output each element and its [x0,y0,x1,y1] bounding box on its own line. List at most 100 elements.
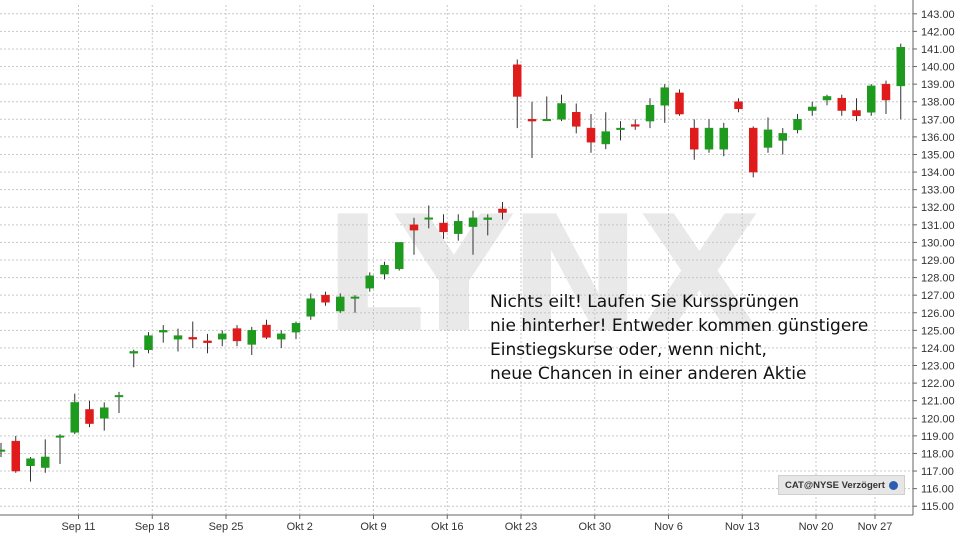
candle [586,114,596,153]
y-tick-label: 127.00 [921,290,955,302]
candle-body [262,324,271,338]
y-tick-label: 130.00 [921,237,955,249]
candle-body [778,133,787,141]
candle-body [586,127,596,143]
candle-body [660,87,669,106]
candle [616,121,625,141]
candle-body [498,208,507,213]
candle-body [247,330,256,345]
y-tick-label: 123.00 [921,361,955,373]
y-tick-label: 125.00 [921,325,955,337]
candle-body [645,104,655,122]
candle [557,94,566,122]
x-tick-label: Okt 9 [360,521,386,533]
y-tick-label: 137.00 [921,114,955,126]
x-tick-label: Sep 18 [135,521,170,533]
y-tick-label: 133.00 [921,185,955,197]
candle [11,435,20,473]
candle-body [704,127,714,150]
y-tick-label: 141.00 [921,44,955,56]
candle-body [336,296,345,312]
candle [822,94,832,106]
candle-body [70,402,79,433]
y-tick-label: 122.00 [921,378,955,390]
y-tick-label: 140.00 [921,62,955,74]
y-tick-label: 118.00 [921,448,954,460]
candle [365,272,374,292]
candle-body [188,337,197,340]
candle [409,217,419,255]
candle-body [11,440,20,472]
candle-body [365,275,374,289]
y-tick-label: 143.00 [921,9,955,21]
candle-body [144,335,153,350]
candle [232,325,242,347]
source-label: CAT@NYSE Verzögert [785,479,885,491]
candle [542,96,551,122]
candle [247,326,256,355]
candle [852,98,861,122]
candle [468,210,478,255]
candles [0,43,905,482]
candle [881,80,891,115]
candle [483,214,492,236]
annotation-line: Einstiegskurse oder, wenn nicht, [490,340,767,360]
candle [424,205,433,229]
source-badge: CAT@NYSE Verzögert [778,475,905,495]
candle-body [306,298,315,317]
candle [793,114,802,134]
candle [306,293,315,320]
candle-body [218,333,227,340]
candle-body [321,294,330,303]
candle [0,442,6,457]
x-tick-label: Sep 25 [209,521,244,533]
candle-body [734,101,743,110]
candle [867,84,876,116]
candle-body [808,106,817,111]
y-tick-label: 116.00 [921,484,954,496]
candle [144,332,153,354]
y-tick-label: 139.00 [921,79,955,91]
watermark: LYNX [323,181,759,368]
annotation-text: Nichts eilt! Laufen Sie Kurssprüngen nie… [490,290,910,386]
candle [41,439,50,473]
candle-body [631,124,640,127]
candle [159,325,168,343]
candle [749,126,758,178]
candle [277,330,286,348]
y-tick-label: 134.00 [921,167,955,179]
candle [203,333,212,354]
candle [70,393,79,435]
candle-body [41,456,50,468]
candle [291,321,301,340]
candle-body [114,395,124,398]
candle-body [675,92,684,115]
candle [129,349,138,368]
candle-body [867,85,876,113]
candle [114,391,124,413]
y-tick-label: 142.00 [921,26,955,38]
candle-body [793,119,802,131]
candle [55,434,65,464]
candle-body [896,46,905,87]
candle [660,84,669,123]
x-tick-label: Okt 2 [287,521,313,533]
candle [262,319,271,340]
candle [454,214,463,241]
candle [763,117,773,153]
y-tick-label: 119.00 [921,431,954,443]
candle [218,330,227,347]
candle [321,291,330,306]
candle-body [232,328,242,342]
candle-body [454,221,463,234]
candle [734,98,743,113]
candle [527,101,537,158]
x-tick-label: Nov 6 [654,521,683,533]
candle [837,94,846,116]
candle [572,103,581,134]
candle-body [0,449,6,452]
x-tick-label: Okt 16 [431,521,463,533]
candle-body [85,409,94,424]
candle-body [557,103,566,120]
